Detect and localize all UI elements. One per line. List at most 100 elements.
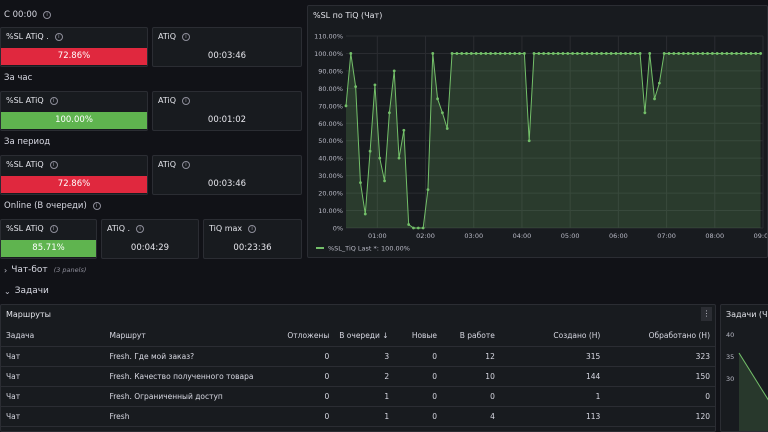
info-icon[interactable]: i [182, 160, 191, 169]
cell-processed: 0 [605, 386, 715, 407]
cell-task: Чат [1, 406, 105, 427]
stat-panel-s4-atiq[interactable]: ATiQ .i 00:04:29 [101, 219, 199, 259]
stat-panel-s2-sl[interactable]: %SL ATiQ i 100.00% [0, 91, 148, 131]
data-point [744, 52, 748, 55]
table-row[interactable]: Чат Fresh. Качество полученного товара 0 2 0… [1, 366, 715, 387]
info-icon[interactable]: i [49, 96, 58, 105]
y-tick-label: 10.00% [318, 207, 343, 215]
cell-in-work: 0 [442, 386, 500, 407]
info-icon[interactable]: i [49, 160, 58, 169]
legend-label[interactable]: %SL_TiQ Last *: 100.00% [328, 245, 410, 253]
stat-value: 00:03:46 [207, 51, 247, 61]
sort-down-icon: ↓ [382, 331, 389, 341]
column-header-new[interactable]: Новые [394, 326, 443, 347]
row-chatbot[interactable]: › Чат-бот (3 panels) [4, 265, 87, 275]
x-tick-label: 02:00 [416, 232, 435, 240]
x-tick-label: 09:00 [754, 232, 767, 240]
data-point [527, 139, 531, 143]
stat-panel-s3-sl[interactable]: %SL ATiQ i 72.86% [0, 155, 148, 195]
data-point [754, 52, 758, 55]
data-point [730, 52, 734, 55]
info-icon[interactable]: i [92, 202, 101, 210]
column-header-created[interactable]: Создано (Н) [499, 326, 606, 347]
cell-new: 0 [394, 366, 443, 387]
column-header-in-queue[interactable]: В очереди ↓ [334, 326, 395, 347]
data-point [465, 52, 468, 55]
data-point [585, 52, 589, 55]
info-icon[interactable]: i [182, 32, 191, 41]
section-title-last-hour: За час [4, 73, 33, 83]
tasks-chart-panel[interactable]: Задачи (Ча 40 35 30 [720, 304, 768, 432]
data-point [624, 52, 628, 55]
info-icon[interactable]: i [49, 224, 58, 233]
table-row[interactable]: Чат Fresh. Где мой заказ? 0 3 0 12 315 323 [1, 346, 715, 367]
cell-postponed: 0 [274, 386, 335, 407]
data-point [657, 81, 661, 85]
data-point [580, 52, 584, 55]
data-point [638, 52, 642, 55]
x-tick-label: 06:00 [609, 232, 628, 240]
table-row[interactable]: Чат Fresh 0 1 0 4 113 120 [1, 406, 715, 427]
stat-panel-s1-atiq[interactable]: ATiQ i 00:03:46 [152, 27, 302, 67]
section-title-period: За период [4, 137, 51, 147]
routes-table-panel[interactable]: Маршруты ⋮ Задача Маршрут Отложены В оче… [0, 304, 716, 432]
cell-created: 144 [499, 366, 606, 387]
data-point [542, 52, 546, 55]
stat-value: 100.00% [1, 112, 147, 129]
y-tick-label: 70.00% [318, 102, 343, 110]
data-point [445, 127, 449, 130]
column-header-route[interactable]: Маршрут [104, 326, 275, 347]
info-icon[interactable]: i [136, 224, 145, 233]
row-tasks[interactable]: ⌄ Задачи [4, 286, 49, 296]
data-point [479, 52, 483, 55]
cell-in-work: 12 [442, 346, 500, 367]
stat-panel-s3-atiq[interactable]: ATiQ i 00:03:46 [152, 155, 302, 195]
chart-title: %SL по TiQ (Чат) [313, 11, 383, 20]
data-point [710, 52, 714, 55]
y-tick-label: 100.00% [314, 50, 343, 58]
data-point [416, 226, 420, 230]
y-tick-label: 40.00% [318, 155, 343, 163]
y-tick-label: 80.00% [318, 85, 343, 93]
column-header-processed[interactable]: Обработано (Н) [605, 326, 715, 347]
stat-value: 72.86% [1, 176, 147, 193]
data-point [691, 52, 695, 55]
table-row[interactable]: Чат Fresh. Ограниченный доступ 0 1 0 0 1 0 [1, 386, 715, 407]
cell-created: 113 [499, 406, 606, 427]
data-point [720, 52, 724, 55]
column-header-postponed[interactable]: Отложены [274, 326, 335, 347]
stat-panel-s4-sl[interactable]: %SL ATiQ i 85.71% [0, 219, 97, 259]
sl-line-chart: 0% 10.00% 20.00% 30.00% 40.00% 50.00% 60.00% 70… [314, 33, 767, 253]
cell-task: Чат [1, 346, 105, 367]
chevron-right-icon: › [4, 265, 8, 275]
section-title-since-midnight: С 00:00 i [4, 10, 52, 20]
data-point [431, 52, 435, 55]
data-point [494, 52, 497, 55]
info-icon[interactable]: i [248, 224, 257, 233]
cell-in-queue: 2 [334, 366, 395, 387]
tasks-y-tick: 30 [726, 375, 735, 383]
info-icon[interactable]: i [182, 96, 191, 105]
stat-panel-s2-atiq[interactable]: ATiQ i 00:01:02 [152, 91, 302, 131]
data-point [436, 97, 439, 101]
data-point [378, 156, 382, 160]
info-icon[interactable]: i [43, 11, 52, 19]
column-header-in-work[interactable]: В работе [442, 326, 500, 347]
data-point [629, 52, 632, 55]
x-tick-label: 07:00 [657, 232, 676, 240]
data-point [402, 128, 406, 132]
data-point [344, 104, 348, 108]
sl-chart-panel[interactable]: %SL по TiQ (Чат) 0% 10.00% 20.00% 30.00% 40.… [307, 5, 768, 258]
y-tick-label: 20.00% [318, 190, 343, 198]
panel-menu-icon[interactable]: ⋮ [701, 307, 712, 321]
cell-postponed: 0 [274, 366, 335, 387]
data-point [725, 52, 729, 55]
column-header-task[interactable]: Задача [1, 326, 105, 347]
stat-panel-s4-tiq-max[interactable]: TiQ max i 00:23:36 [203, 219, 302, 259]
data-point [667, 52, 671, 55]
cell-route: Fresh [104, 406, 275, 427]
data-point [373, 83, 377, 87]
stat-panel-s1-sl[interactable]: %SL ATiQ .i 72.86% [0, 27, 148, 67]
cell-route: Fresh. Где мой заказ? [104, 346, 275, 367]
info-icon[interactable]: i [54, 32, 63, 41]
